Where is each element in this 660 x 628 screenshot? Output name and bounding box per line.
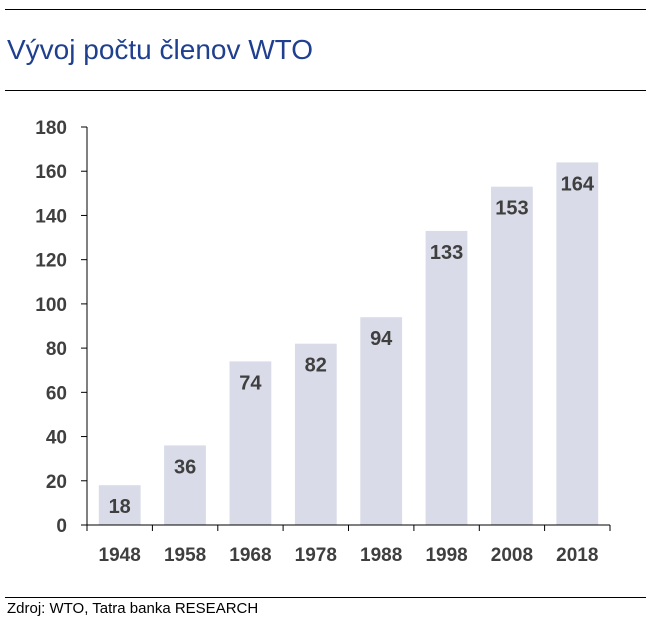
- top-rule: [5, 9, 646, 10]
- data-label: 133: [430, 242, 463, 264]
- x-tick-label: 1968: [229, 545, 271, 566]
- x-tick-label: 2008: [491, 545, 533, 566]
- page-title: Vývoj počtu členov WTO: [7, 34, 314, 65]
- y-tick-label: 0: [56, 516, 67, 537]
- y-tick-label: 120: [35, 251, 67, 272]
- bar: [360, 317, 403, 525]
- x-tick-label: 1958: [164, 545, 206, 566]
- x-tick-label: 2018: [556, 545, 598, 566]
- y-tick-label: 180: [35, 118, 67, 139]
- title-rule: [5, 90, 646, 91]
- data-label: 94: [370, 328, 393, 350]
- bar: [98, 485, 141, 525]
- bar: [556, 162, 599, 525]
- data-label: 74: [239, 372, 262, 394]
- y-tick-label: 60: [46, 383, 67, 404]
- bar: [164, 445, 206, 525]
- bar: [229, 361, 272, 525]
- footer-rule: [5, 597, 646, 598]
- y-tick-label: 20: [46, 472, 67, 493]
- bar: [294, 343, 337, 525]
- data-label: 164: [561, 173, 595, 195]
- data-label: 36: [174, 456, 196, 478]
- data-label: 82: [305, 355, 327, 377]
- x-tick-label: 1948: [99, 545, 141, 566]
- data-label: 18: [109, 496, 131, 518]
- bar: [425, 230, 468, 525]
- x-tick-label: 1978: [295, 545, 337, 566]
- y-tick-label: 140: [35, 206, 67, 227]
- source-note: Zdroj: WTO, Tatra banka RESEARCH: [7, 600, 259, 617]
- y-tick-label: 80: [46, 339, 67, 360]
- x-tick-label: 1988: [360, 545, 402, 566]
- y-tick-label: 40: [46, 428, 67, 449]
- y-tick-label: 100: [35, 295, 67, 316]
- bar-chart: 18 1948 36 1958 74 1968 82 1978 94 1988 133 1998 153…: [35, 118, 611, 566]
- bar: [491, 186, 533, 525]
- data-label: 153: [495, 198, 528, 220]
- x-tick-label: 1998: [425, 545, 467, 566]
- y-tick-label: 160: [35, 162, 67, 183]
